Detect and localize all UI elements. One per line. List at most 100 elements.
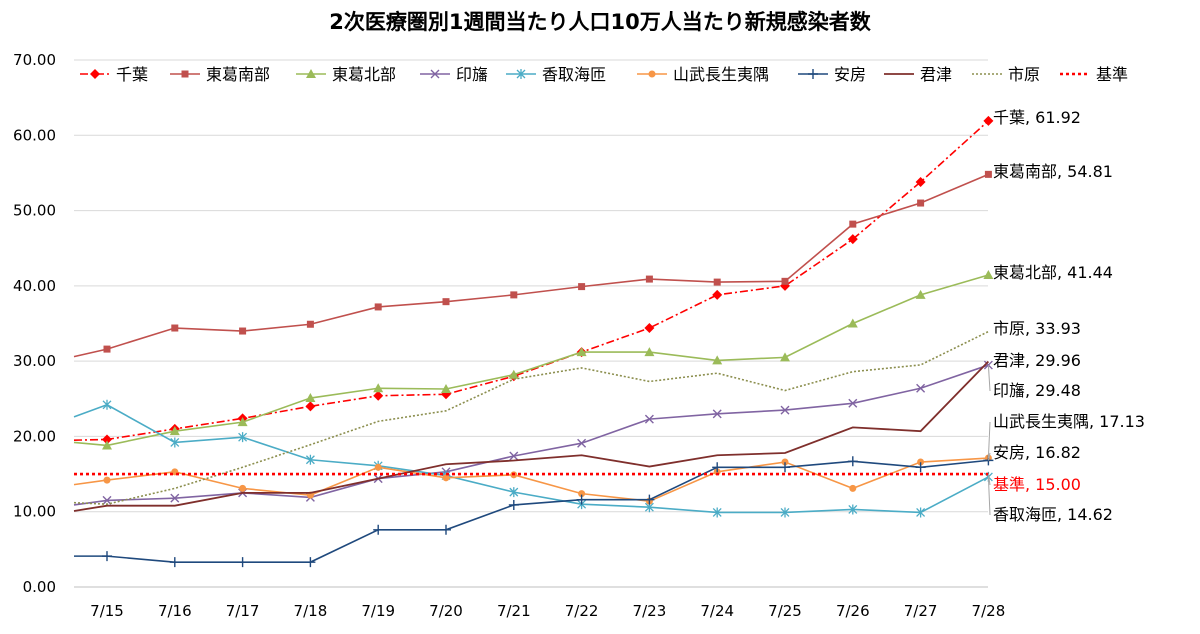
data-point bbox=[917, 458, 925, 466]
data-point bbox=[374, 303, 382, 311]
x-tick-label: 7/17 bbox=[226, 602, 260, 620]
data-point bbox=[374, 463, 382, 471]
data-point bbox=[441, 524, 451, 535]
end-label: 千葉, 61.92 bbox=[993, 108, 1081, 127]
end-label: 香取海匝, 14.62 bbox=[993, 505, 1113, 524]
data-point bbox=[237, 557, 248, 568]
series-line bbox=[73, 173, 989, 358]
data-point bbox=[510, 291, 518, 299]
data-point bbox=[648, 70, 656, 78]
series-line bbox=[73, 274, 989, 447]
leader-line bbox=[987, 476, 991, 516]
data-point bbox=[808, 69, 818, 79]
y-tick-label: 60.00 bbox=[13, 126, 56, 144]
data-point bbox=[305, 401, 316, 412]
data-point bbox=[442, 298, 450, 306]
data-point bbox=[508, 369, 519, 379]
series-line bbox=[73, 364, 989, 506]
data-point bbox=[171, 324, 179, 332]
data-point bbox=[373, 524, 384, 535]
data-point bbox=[712, 409, 722, 419]
data-point bbox=[644, 323, 655, 334]
leader-line bbox=[987, 421, 991, 459]
x-tick-label: 7/16 bbox=[158, 602, 192, 620]
data-point bbox=[237, 417, 248, 427]
data-point bbox=[781, 458, 789, 466]
data-point bbox=[780, 462, 790, 473]
legend-label: 東葛北部 bbox=[332, 65, 396, 84]
data-point bbox=[169, 426, 180, 436]
data-point bbox=[644, 347, 655, 357]
data-point bbox=[645, 275, 653, 283]
data-point bbox=[780, 507, 790, 518]
data-point bbox=[847, 318, 858, 328]
data-point bbox=[848, 398, 858, 408]
data-point bbox=[169, 557, 180, 568]
x-tick-label: 7/20 bbox=[429, 602, 463, 620]
data-point bbox=[508, 499, 519, 510]
end-label: 東葛南部, 54.81 bbox=[993, 162, 1113, 181]
data-point bbox=[915, 462, 926, 473]
legend-label: 千葉 bbox=[116, 65, 148, 84]
data-point bbox=[577, 438, 587, 448]
data-point bbox=[238, 432, 248, 443]
data-point bbox=[516, 69, 526, 79]
data-point bbox=[847, 456, 858, 467]
data-point bbox=[239, 484, 247, 492]
data-point bbox=[849, 484, 857, 492]
data-point bbox=[442, 474, 450, 482]
legend-label: 山武長生夷隅 bbox=[673, 65, 769, 84]
legend-label: 市原 bbox=[1008, 65, 1040, 84]
data-point bbox=[915, 176, 926, 187]
data-point bbox=[983, 270, 994, 280]
data-point bbox=[917, 199, 925, 207]
data-point bbox=[781, 277, 789, 285]
end-label: 市原, 33.93 bbox=[993, 319, 1081, 338]
data-point bbox=[102, 440, 112, 450]
data-point bbox=[102, 551, 112, 562]
data-point bbox=[181, 70, 189, 78]
data-point bbox=[305, 557, 316, 568]
y-tick-label: 70.00 bbox=[13, 51, 56, 69]
data-point bbox=[915, 289, 926, 299]
data-point bbox=[102, 434, 112, 445]
series-line bbox=[73, 120, 989, 441]
y-tick-label: 30.00 bbox=[13, 352, 56, 370]
data-point bbox=[578, 490, 586, 498]
end-label: 東葛北部, 41.44 bbox=[993, 263, 1113, 282]
x-tick-label: 7/27 bbox=[904, 602, 938, 620]
data-point bbox=[373, 383, 384, 393]
data-point bbox=[430, 69, 440, 79]
end-label: 印旛, 29.48 bbox=[993, 381, 1081, 400]
data-point bbox=[103, 476, 111, 484]
legend-label: 基準 bbox=[1096, 65, 1128, 84]
x-tick-label: 7/15 bbox=[90, 602, 124, 620]
data-point bbox=[576, 347, 587, 357]
end-label: 基準, 15.00 bbox=[993, 475, 1081, 494]
data-point bbox=[170, 437, 180, 448]
y-tick-label: 20.00 bbox=[13, 427, 56, 445]
y-tick-label: 10.00 bbox=[13, 503, 56, 521]
legend-label: 香取海匝 bbox=[542, 65, 606, 84]
y-tick-label: 40.00 bbox=[13, 277, 56, 295]
legend-label: 印旛 bbox=[456, 65, 488, 84]
data-point bbox=[239, 327, 247, 335]
x-tick-label: 7/23 bbox=[633, 602, 667, 620]
x-tick-label: 7/28 bbox=[972, 602, 1006, 620]
data-point bbox=[576, 494, 587, 505]
data-point bbox=[103, 345, 111, 353]
x-tick-label: 7/21 bbox=[497, 602, 531, 620]
data-point bbox=[780, 405, 790, 415]
data-point bbox=[847, 234, 858, 245]
data-point bbox=[306, 320, 314, 328]
end-label: 安房, 16.82 bbox=[993, 443, 1081, 462]
data-point bbox=[916, 507, 926, 518]
data-point bbox=[712, 355, 723, 365]
x-tick-label: 7/19 bbox=[361, 602, 395, 620]
data-point bbox=[712, 289, 723, 300]
legend-label: 安房 bbox=[834, 65, 866, 84]
leader-line bbox=[987, 365, 991, 392]
data-point bbox=[712, 507, 722, 518]
